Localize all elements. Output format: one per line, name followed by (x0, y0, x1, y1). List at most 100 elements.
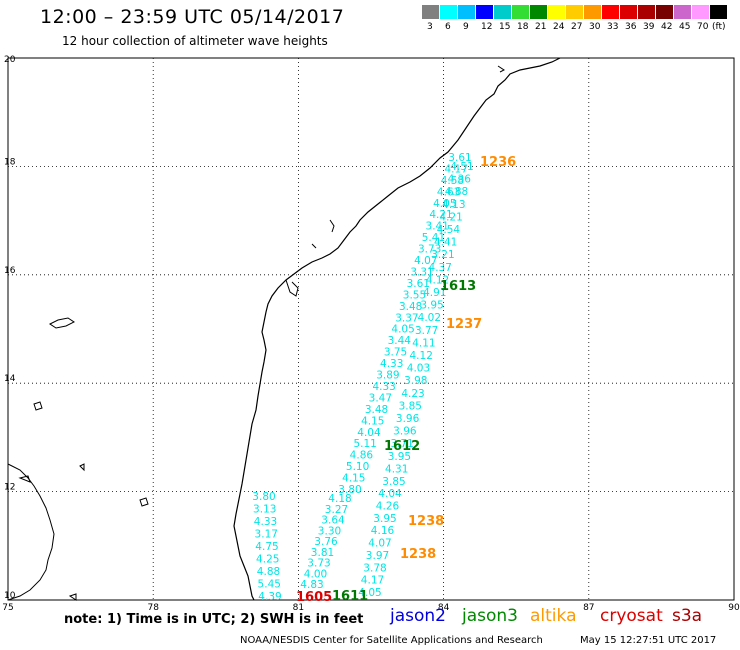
lon-tick-label: 78 (147, 603, 159, 613)
scale-swatch (692, 5, 710, 19)
scale-label: 27 (571, 22, 583, 32)
swh-value-left: 4.33 (254, 516, 277, 528)
swh-value-left: 5.45 (258, 579, 281, 591)
swh-value-left: 4.39 (258, 591, 281, 603)
scale-label: 42 (661, 22, 673, 32)
scale-label: 30 (589, 22, 601, 32)
credit-line: NOAA/NESDIS Center for Satellite Applica… (240, 635, 543, 646)
swh-value-main: 4.86 (350, 450, 374, 462)
island-small (18, 317, 149, 601)
pass-time-label: 1236 (480, 155, 516, 170)
swh-value-main-right: 4.13 (442, 199, 465, 211)
swh-value-main-right: 3.71 (390, 438, 413, 450)
pass-time-label: 1605 (296, 590, 332, 605)
scale-swatch (602, 5, 620, 19)
swh-value-main-right: 4.12 (426, 274, 449, 286)
color-scale-labels: 3 6 9 12 15 18 21 24 27 30 33 36 39 42 45 70 (ft) (422, 22, 740, 36)
pass-time-labels: 1236 1613 1237 1612 1238 1238 1605 1611 (296, 155, 516, 605)
pass-time-label: 1237 (446, 317, 482, 332)
swh-value-main: 4.63 (437, 186, 460, 198)
swh-value-main: 4.15 (342, 473, 365, 485)
swh-value-right: 4.17 (361, 575, 384, 587)
swh-value-main-right: 3.85 (382, 476, 405, 488)
swh-value-main: 4.21 (429, 209, 452, 221)
wave-height-tracks: 3.803.134.333.174.754.254.885.454.394.18… (252, 152, 473, 603)
lat-tick-label: 12 (4, 483, 15, 493)
swh-value-middle: 3.27 (325, 504, 348, 516)
swh-value-main-right: 4.91 (423, 287, 446, 299)
satellite-legend-jason2: jason2 (390, 606, 446, 626)
scale-label: 45 (679, 22, 691, 32)
swh-value-main-right: 3.95 (420, 300, 443, 312)
map-frame (7, 57, 735, 601)
scale-swatch (584, 5, 602, 19)
scale-label: 24 (553, 22, 565, 32)
scale-swatch (494, 5, 512, 19)
swh-value-main-right: 4.88 (445, 186, 468, 198)
swh-value-right: 4.05 (358, 587, 381, 599)
lon-tick-label: 75 (2, 603, 13, 613)
swh-value-main-right: 3.96 (393, 426, 417, 438)
swh-value-main-right: 3.77 (415, 325, 438, 337)
swh-value-main: 5.11 (353, 438, 376, 450)
lat-lon-grid: 75 78 81 84 87 90 10 12 14 16 18 20 (2, 55, 740, 613)
swh-value-main: 3.80 (338, 484, 361, 496)
swh-value-left: 4.75 (255, 541, 278, 553)
lat-tick-label: 20 (4, 55, 16, 65)
scale-swatch (620, 5, 638, 19)
swh-value-main: 3.44 (388, 335, 412, 347)
lat-tick-label: 16 (4, 266, 16, 276)
swh-value-left: 4.88 (257, 566, 280, 578)
coastline-sri-lanka (7, 463, 55, 601)
swh-value-main: 5.10 (346, 461, 369, 473)
swh-value-main: 4.58 (441, 175, 464, 187)
swh-value-middle: 3.76 (314, 536, 338, 548)
swh-value-main-right: 4.54 (437, 224, 461, 236)
swh-value-main-right: 3.98 (404, 375, 427, 387)
swh-value-main-right: 4.21 (439, 211, 462, 223)
swh-value-main: 4.17 (445, 163, 468, 175)
lat-tick-label: 18 (4, 157, 16, 167)
swh-value-main-right: 3.85 (399, 400, 422, 412)
scale-swatch (440, 5, 458, 19)
swh-value-middle: 3.73 (307, 558, 330, 570)
swh-value-main: 3.89 (376, 370, 399, 382)
scale-label: 18 (517, 22, 529, 32)
swh-value-left: 3.13 (253, 504, 276, 516)
scale-label: 36 (625, 22, 637, 32)
swh-value-right: 4.26 (376, 500, 400, 512)
swh-value-main-right: 4.12 (410, 350, 433, 362)
lon-tick-label: 81 (293, 603, 304, 613)
scale-swatch (458, 5, 476, 19)
scale-swatch (566, 5, 584, 19)
swh-value-main: 3.75 (384, 347, 407, 359)
scale-label: (ft) (712, 22, 726, 32)
lon-tick-label: 90 (728, 603, 740, 613)
swh-value-right: 4.04 (378, 488, 402, 500)
lat-tick-label: 10 (4, 591, 16, 601)
scale-swatch (476, 5, 494, 19)
scale-swatch (638, 5, 656, 19)
scale-label: 6 (445, 22, 451, 32)
satellite-legend-cryosat: cryosat (600, 606, 663, 626)
swh-value-main-right: 3.95 (388, 451, 411, 463)
swh-value-main-right: 4.37 (429, 262, 452, 274)
scale-label: 12 (481, 22, 493, 32)
satellite-legend-s3a: s3a (672, 606, 703, 626)
swh-value-main-right: 4.11 (412, 337, 435, 349)
lon-tick-label: 84 (438, 603, 450, 613)
swh-value-middle: 3.64 (321, 515, 345, 527)
map-title: 12:00 – 23:59 UTC 05/14/2017 (40, 6, 345, 28)
swh-value-main: 3.61 (448, 152, 471, 164)
swh-value-main: 4.33 (380, 358, 403, 370)
scale-label: 15 (499, 22, 511, 32)
scale-label: 21 (535, 22, 547, 32)
swh-value-main: 3.55 (403, 289, 426, 301)
scale-label: 3 (427, 22, 433, 32)
scale-swatch (674, 5, 692, 19)
pass-time-label: 1238 (400, 547, 436, 562)
swh-value-main-right: 4.31 (385, 463, 408, 475)
satellite-legend-jason3: jason3 (462, 606, 518, 626)
swh-value-middle: 3.30 (318, 525, 341, 537)
